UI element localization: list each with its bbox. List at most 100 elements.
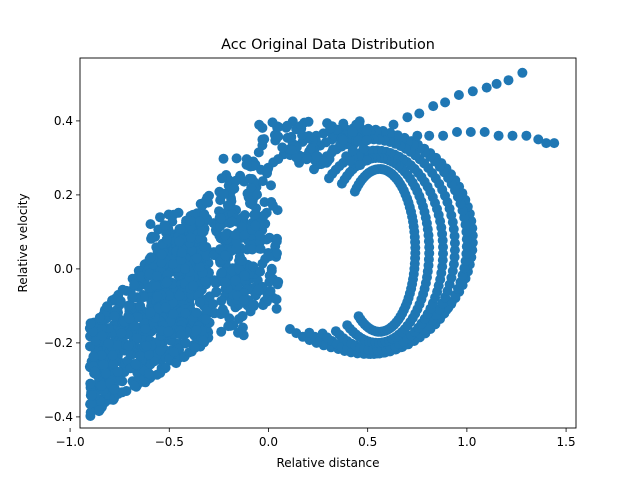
data-point xyxy=(215,221,225,232)
data-point xyxy=(216,326,227,337)
data-point xyxy=(222,200,233,211)
data-point xyxy=(361,126,372,136)
data-point xyxy=(241,159,252,170)
data-point xyxy=(100,368,111,379)
data-point xyxy=(220,250,231,261)
data-point xyxy=(200,314,211,325)
data-point xyxy=(428,101,439,112)
data-point xyxy=(155,345,166,356)
data-point xyxy=(129,279,140,290)
data-point xyxy=(257,134,268,145)
data-point xyxy=(216,296,227,306)
data-point xyxy=(194,297,205,308)
data-point xyxy=(541,138,552,149)
data-point xyxy=(271,294,282,305)
data-point xyxy=(151,271,162,282)
data-point xyxy=(355,160,366,171)
x-axis-label: Relative distance xyxy=(276,456,379,470)
data-point xyxy=(481,82,492,93)
data-point xyxy=(265,286,276,296)
data-point xyxy=(257,176,268,187)
data-point xyxy=(230,230,241,240)
data-point xyxy=(325,123,336,134)
data-point xyxy=(141,340,152,351)
data-point xyxy=(190,342,201,353)
data-point xyxy=(135,300,146,311)
data-point xyxy=(140,324,151,334)
data-point xyxy=(131,333,142,344)
data-point xyxy=(306,143,316,154)
data-point xyxy=(211,287,222,298)
data-point xyxy=(246,183,257,193)
data-point xyxy=(237,311,248,322)
data-point xyxy=(361,135,372,146)
data-point xyxy=(112,366,123,377)
data-point xyxy=(440,97,451,108)
data-point xyxy=(116,328,127,339)
data-point xyxy=(230,175,241,186)
data-point xyxy=(176,329,187,340)
data-point xyxy=(145,219,156,230)
data-point xyxy=(155,212,165,223)
data-point xyxy=(156,257,167,268)
data-point xyxy=(282,120,293,131)
data-point xyxy=(271,303,282,314)
data-point xyxy=(129,320,140,331)
data-point xyxy=(216,173,227,184)
data-point xyxy=(345,156,355,167)
data-point xyxy=(245,198,255,209)
data-point xyxy=(449,252,460,263)
data-point xyxy=(233,327,243,338)
data-point xyxy=(103,338,114,349)
data-point xyxy=(168,259,179,270)
data-point xyxy=(286,145,297,155)
data-point xyxy=(109,311,120,322)
data-point xyxy=(96,323,107,334)
data-point xyxy=(149,356,160,367)
data-point xyxy=(124,313,135,324)
data-point xyxy=(163,326,174,337)
data-point xyxy=(200,195,211,206)
data-point xyxy=(220,277,231,288)
data-point xyxy=(168,309,179,319)
data-point xyxy=(98,359,109,370)
data-point xyxy=(239,210,250,220)
data-point xyxy=(94,312,105,323)
data-point xyxy=(309,164,319,175)
data-point xyxy=(123,340,134,351)
data-point xyxy=(191,307,202,318)
data-point xyxy=(174,290,185,301)
data-point xyxy=(107,350,118,361)
data-point xyxy=(97,330,108,341)
data-point xyxy=(247,244,258,255)
data-point xyxy=(347,126,358,137)
data-point xyxy=(133,312,143,323)
data-point xyxy=(144,349,154,360)
data-point xyxy=(467,86,478,97)
data-point xyxy=(146,231,157,242)
data-point xyxy=(273,276,284,287)
data-point xyxy=(87,326,98,337)
data-point xyxy=(175,224,186,235)
data-point xyxy=(168,347,179,358)
data-point xyxy=(174,236,185,247)
data-point xyxy=(296,120,307,131)
data-point xyxy=(145,307,156,318)
data-point xyxy=(109,384,120,395)
data-point xyxy=(338,134,349,145)
data-point xyxy=(266,180,276,191)
data-point xyxy=(503,75,514,86)
data-point xyxy=(218,153,229,164)
data-point xyxy=(227,216,238,227)
data-point xyxy=(161,277,172,288)
data-point xyxy=(89,366,100,377)
data-point xyxy=(198,335,209,346)
data-point xyxy=(134,350,145,361)
data-point xyxy=(202,306,213,317)
chart-title: Acc Original Data Distribution xyxy=(221,37,435,53)
y-tick-label: −0.4 xyxy=(44,410,73,424)
data-point xyxy=(102,301,112,312)
data-point xyxy=(238,295,249,306)
data-point xyxy=(263,251,274,262)
data-point xyxy=(171,358,182,369)
